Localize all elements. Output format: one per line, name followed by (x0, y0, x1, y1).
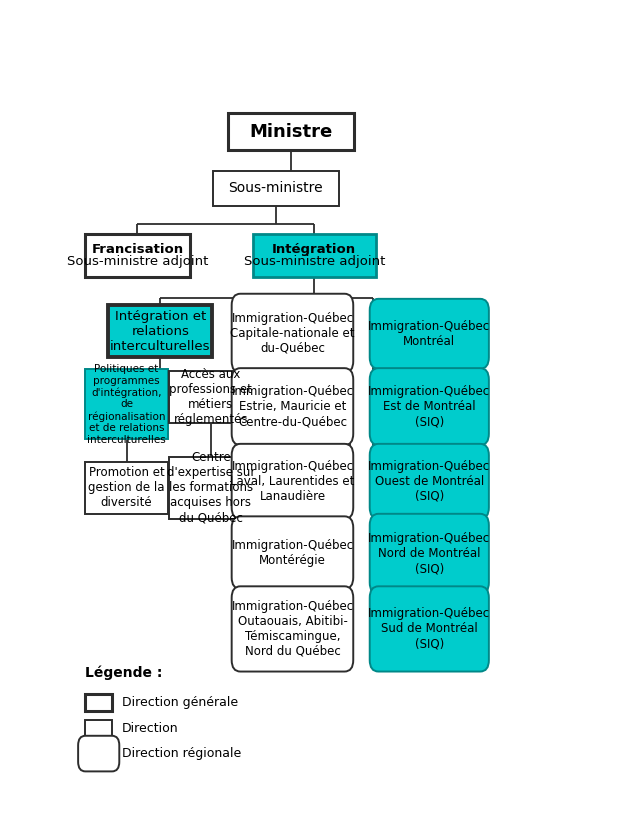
Text: Immigration-Québec
Est de Montréal
(SIQ): Immigration-Québec Est de Montréal (SIQ) (368, 385, 491, 428)
Text: Sous-ministre adjoint: Sous-ministre adjoint (244, 255, 385, 268)
Text: Immigration-Québec
Outaouais, Abitibi-
Témiscamingue,
Nord du Québec: Immigration-Québec Outaouais, Abitibi- T… (231, 600, 354, 658)
Text: Immigration-Québec
Laval, Laurentides et
Lanaudière: Immigration-Québec Laval, Laurentides et… (230, 460, 354, 503)
Text: Immigration-Québec
Ouest de Montréal
(SIQ): Immigration-Québec Ouest de Montréal (SI… (368, 460, 491, 503)
Text: Francisation: Francisation (91, 243, 184, 256)
FancyBboxPatch shape (86, 720, 112, 737)
Text: Intégration: Intégration (272, 243, 356, 256)
FancyBboxPatch shape (213, 171, 339, 206)
FancyBboxPatch shape (169, 457, 252, 519)
FancyBboxPatch shape (232, 294, 353, 373)
FancyBboxPatch shape (232, 368, 353, 445)
Text: Intégration et
relations
interculturelles: Intégration et relations interculturelle… (110, 310, 211, 353)
Text: Accès aux
professions et
métiers
réglementés: Accès aux professions et métiers régleme… (169, 368, 252, 426)
FancyBboxPatch shape (228, 113, 354, 150)
Text: Immigration-Québec
Montréal: Immigration-Québec Montréal (368, 320, 491, 348)
Text: Immigration-Québec
Sud de Montréal
(SIQ): Immigration-Québec Sud de Montréal (SIQ) (368, 607, 491, 650)
Text: Direction: Direction (122, 722, 178, 734)
Text: Immigration-Québec
Nord de Montréal
(SIQ): Immigration-Québec Nord de Montréal (SIQ… (368, 533, 491, 576)
FancyBboxPatch shape (108, 305, 212, 358)
FancyBboxPatch shape (86, 462, 168, 514)
FancyBboxPatch shape (370, 514, 489, 594)
FancyBboxPatch shape (232, 516, 353, 589)
Text: Immigration-Québec
Montérégie: Immigration-Québec Montérégie (231, 539, 354, 567)
Text: Promotion et
gestion de la
diversité: Promotion et gestion de la diversité (88, 466, 165, 509)
FancyBboxPatch shape (253, 234, 376, 278)
FancyBboxPatch shape (370, 444, 489, 519)
FancyBboxPatch shape (370, 586, 489, 672)
Text: Légende :: Légende : (86, 666, 162, 681)
Text: Sous-ministre adjoint: Sous-ministre adjoint (67, 255, 208, 268)
Text: Immigration-Québec
Estrie, Mauricie et
Centre-du-Québec: Immigration-Québec Estrie, Mauricie et C… (231, 385, 354, 428)
FancyBboxPatch shape (232, 586, 353, 672)
Text: Ministre: Ministre (249, 122, 333, 140)
FancyBboxPatch shape (86, 234, 189, 278)
FancyBboxPatch shape (370, 368, 489, 445)
Text: Direction générale: Direction générale (122, 696, 238, 710)
Text: Immigration-Québec
Capitale-nationale et
du-Québec: Immigration-Québec Capitale-nationale et… (230, 311, 355, 354)
FancyBboxPatch shape (86, 369, 168, 439)
FancyBboxPatch shape (370, 299, 489, 368)
Text: Direction régionale: Direction régionale (122, 747, 241, 760)
FancyBboxPatch shape (232, 444, 353, 519)
Text: Sous-ministre: Sous-ministre (229, 182, 323, 196)
FancyBboxPatch shape (169, 372, 252, 424)
Text: Politiques et
programmes
d'intégration,
de
régionalisation
et de relations
inter: Politiques et programmes d'intégration, … (88, 364, 166, 445)
FancyBboxPatch shape (78, 736, 119, 771)
FancyBboxPatch shape (86, 695, 112, 711)
Text: Centre
d'expertise sur
les formations
acquises hors
du Québec: Centre d'expertise sur les formations ac… (167, 451, 255, 525)
